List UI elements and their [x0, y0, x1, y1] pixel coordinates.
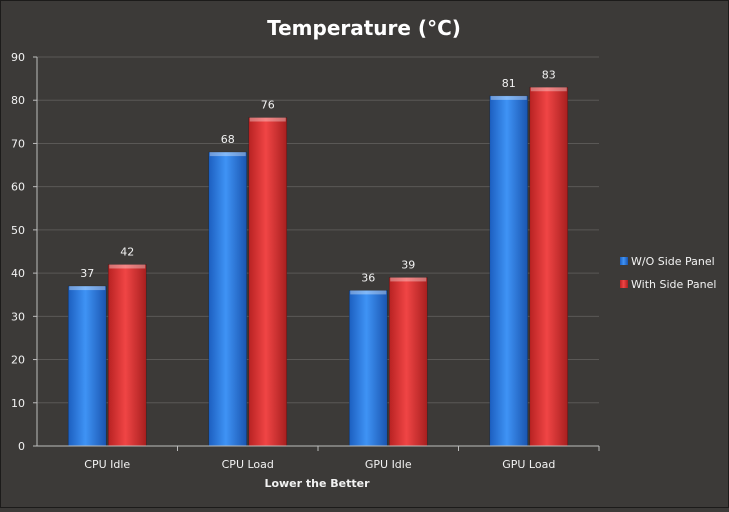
data-labels: 37 42 68 76 36 39 81 83	[80, 68, 556, 284]
bar-highlight	[350, 290, 387, 295]
data-label: 83	[542, 68, 556, 81]
data-label: 37	[80, 267, 94, 280]
bar-cpu-load-series-1	[208, 151, 248, 447]
bar-gpu-load-series-1	[489, 95, 529, 447]
data-label: 68	[221, 133, 235, 146]
bar-highlight	[109, 264, 146, 269]
y-axis-ticks: 0 10 20 30 40 50 60 70 80 90	[11, 51, 37, 453]
bar-gpu-idle-series-2	[388, 277, 428, 447]
chart-title: Temperature (°C)	[267, 16, 461, 40]
y-tick-label: 60	[11, 181, 25, 194]
bar-highlight	[530, 87, 567, 92]
bar-gpu-load-series-2	[529, 86, 569, 447]
legend-swatch-2	[620, 280, 628, 288]
legend: W/O Side Panel With Side Panel	[620, 255, 716, 291]
bar-gpu-idle-series-1	[348, 290, 388, 447]
x-axis-label: Lower the Better	[264, 477, 370, 490]
bar-highlight	[209, 152, 246, 157]
legend-label-2: With Side Panel	[631, 278, 716, 291]
bar-cpu-load-series-2	[248, 117, 288, 447]
y-tick-label: 0	[18, 440, 25, 453]
legend-label-1: W/O Side Panel	[631, 255, 715, 268]
legend-swatch-1	[620, 257, 628, 265]
x-tick-label: CPU Idle	[84, 458, 130, 471]
bar-cpu-idle-series-1	[67, 285, 107, 447]
y-tick-label: 40	[11, 267, 25, 280]
bar-highlight	[390, 277, 427, 282]
data-label: 42	[120, 245, 134, 258]
x-tick-label: GPU Load	[502, 458, 555, 471]
x-tick-label: CPU Load	[222, 458, 274, 471]
y-tick-label: 10	[11, 397, 25, 410]
y-tick-label: 70	[11, 137, 25, 150]
y-tick-label: 50	[11, 224, 25, 237]
y-tick-label: 90	[11, 51, 25, 64]
y-tick-label: 80	[11, 94, 25, 107]
y-tick-label: 20	[11, 354, 25, 367]
x-axis-ticks: CPU Idle CPU Load GPU Idle GPU Load	[84, 446, 600, 471]
x-tick-label: GPU Idle	[365, 458, 412, 471]
data-label: 36	[361, 271, 375, 284]
bar-highlight	[69, 286, 106, 291]
y-tick-label: 30	[11, 310, 25, 323]
data-label: 39	[401, 258, 415, 271]
bars	[67, 86, 569, 447]
data-label: 81	[502, 77, 516, 90]
bar-highlight	[249, 117, 286, 122]
bar-highlight	[490, 95, 527, 100]
bar-cpu-idle-series-2	[107, 264, 147, 447]
data-label: 76	[261, 99, 275, 112]
